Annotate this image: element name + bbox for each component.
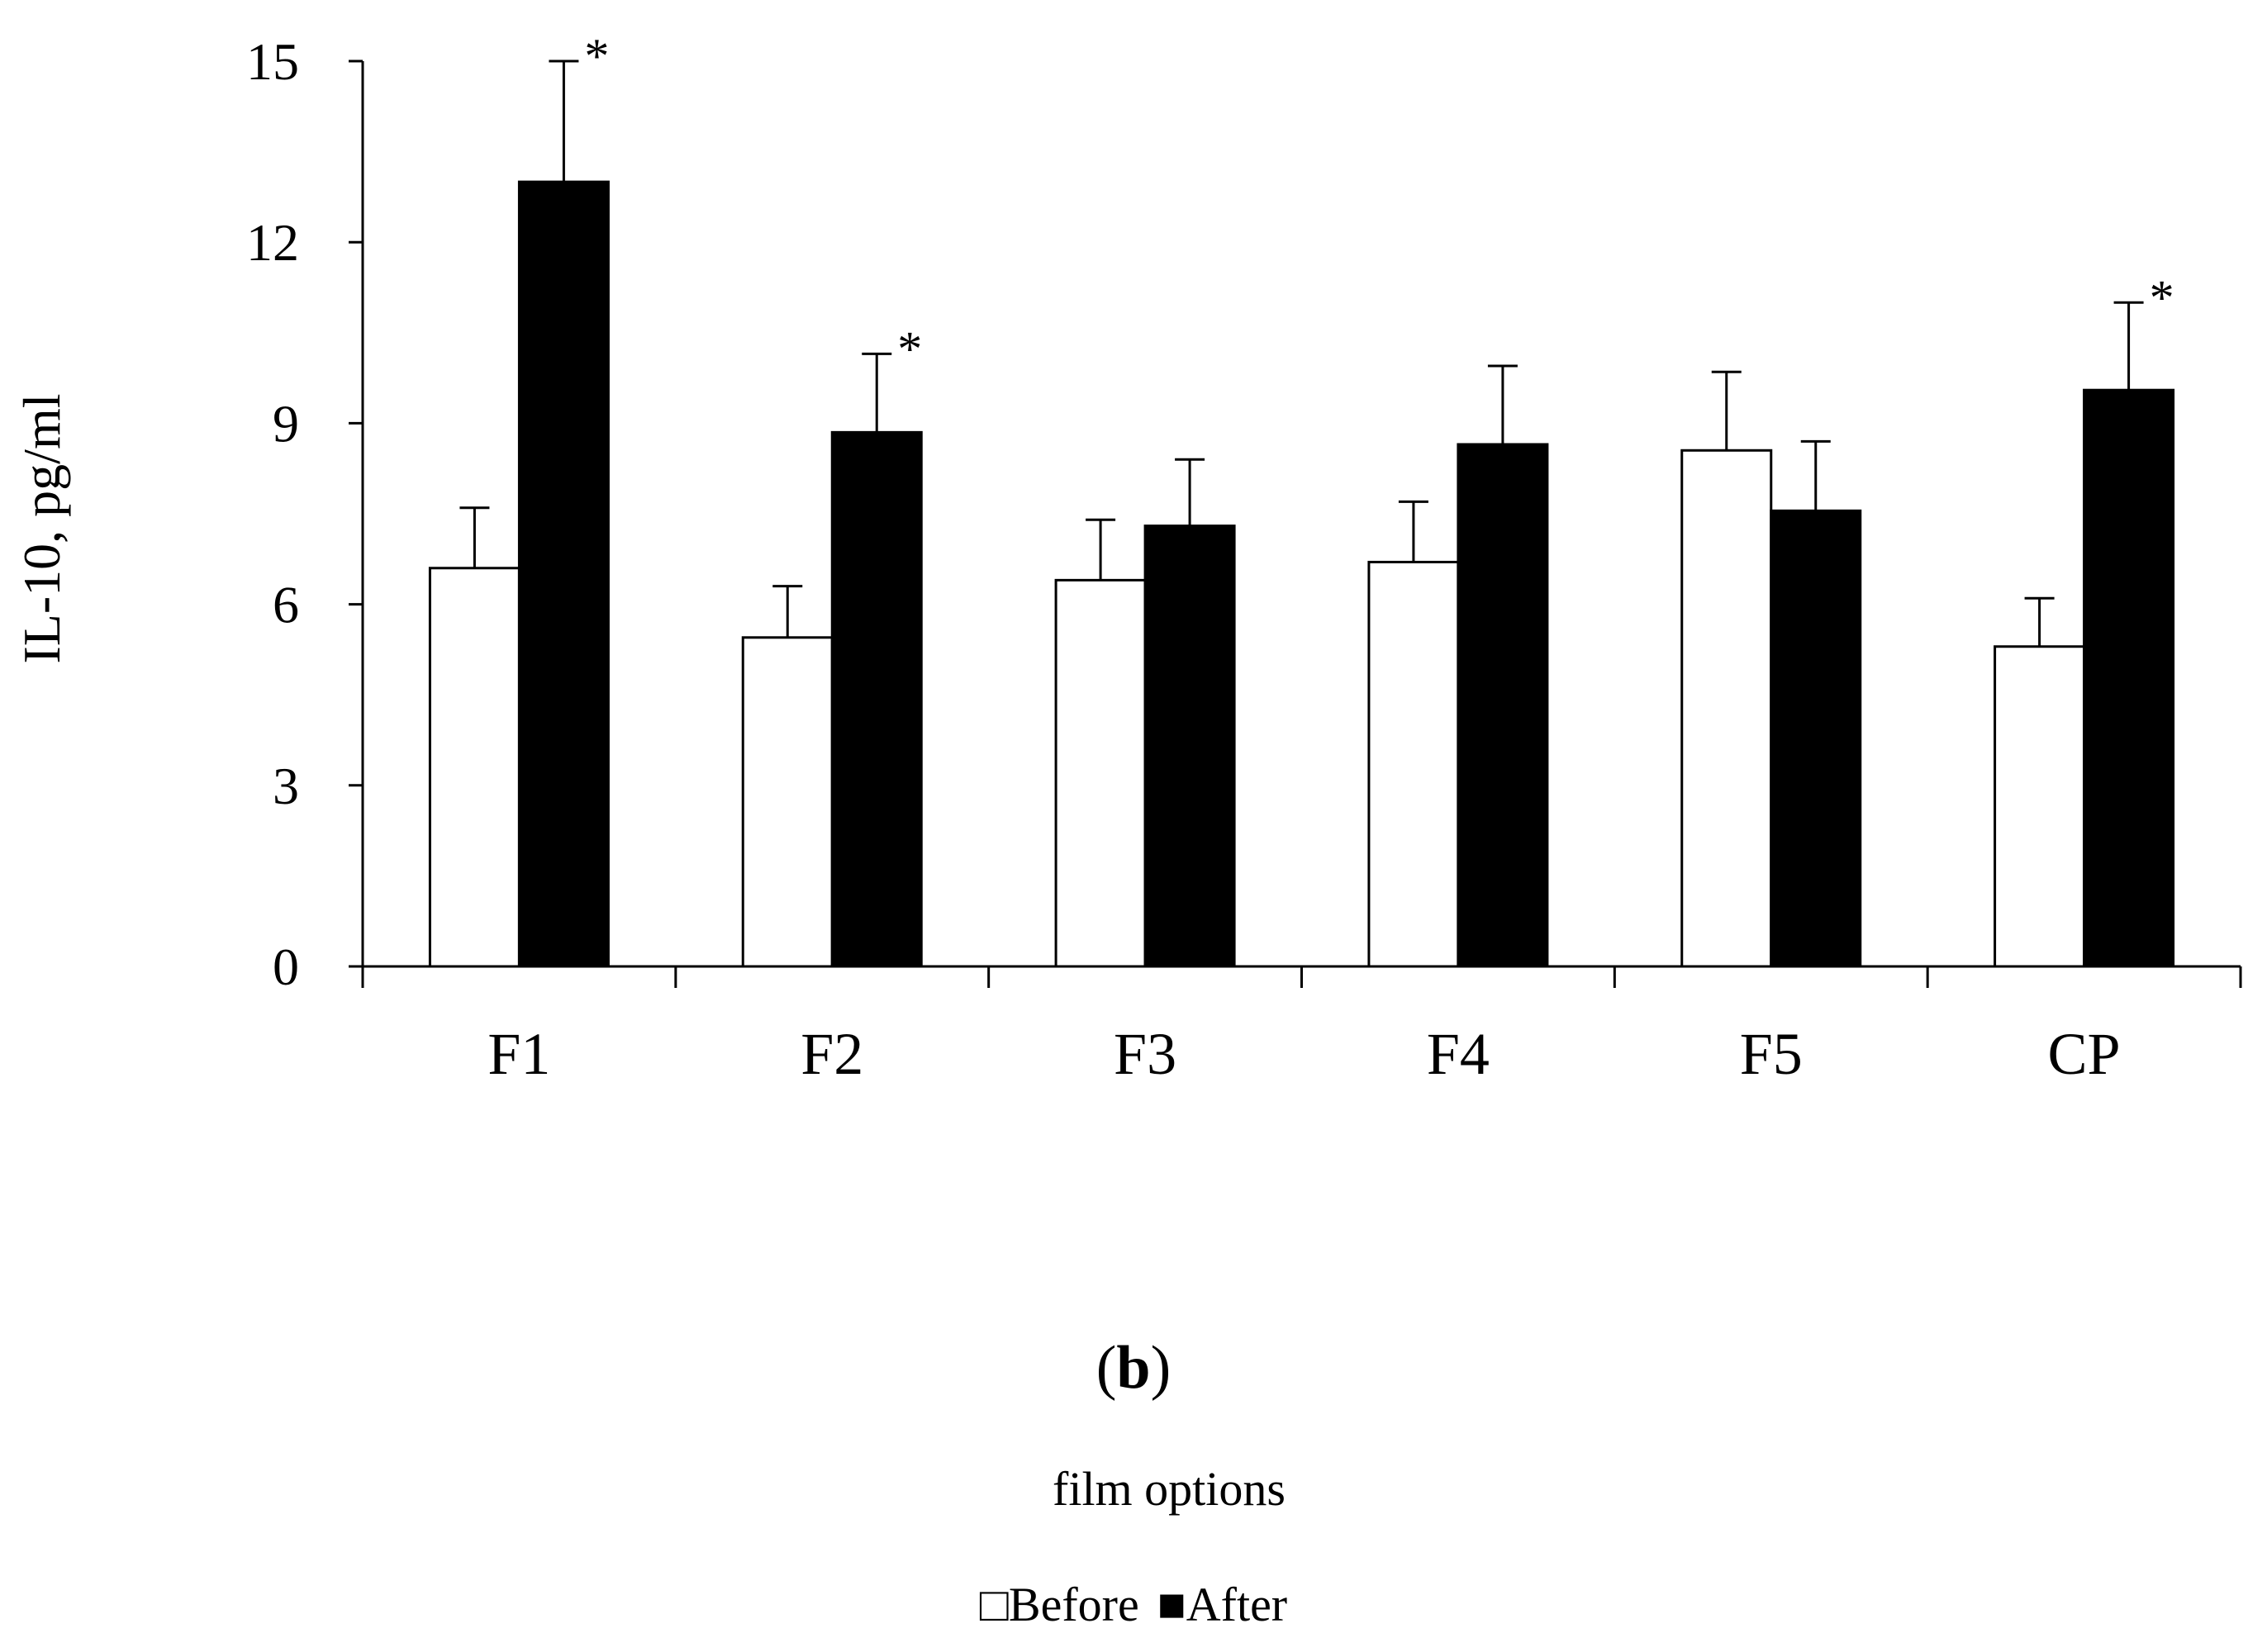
- bar-after-cp: [2084, 390, 2174, 966]
- y-tick-label: 0: [273, 938, 299, 996]
- bar-before-f4: [1369, 562, 1458, 966]
- x-ticks: F1 F2 F3 F4 F5 CP: [363, 966, 2241, 1087]
- y-axis-title: IL-10, pg/ml: [12, 393, 71, 663]
- error-bars: [459, 61, 2143, 647]
- bar-before-f3: [1056, 580, 1145, 966]
- x-tick-label-cp: CP: [2048, 1021, 2121, 1087]
- significance-markers: * * *: [584, 29, 2174, 376]
- y-tick-label: 15: [246, 32, 299, 91]
- x-tick-label-f4: F4: [1427, 1021, 1490, 1087]
- x-axis-title: film options: [1053, 1462, 1286, 1516]
- bars: [430, 182, 2173, 966]
- y-tick-label: 9: [273, 394, 299, 453]
- legend-after: ■After: [1157, 1578, 1287, 1631]
- significance-star-f2: *: [897, 321, 922, 376]
- bar-before-f5: [1682, 450, 1771, 966]
- bar-before-f1: [430, 568, 519, 966]
- axes-layer: [363, 61, 2241, 966]
- panel-label-letter: b: [1116, 1334, 1150, 1402]
- y-ticks: 0 3 6 9 12 15: [246, 32, 363, 996]
- bar-after-f3: [1145, 526, 1234, 966]
- panel-label: (b): [1096, 1334, 1171, 1402]
- x-tick-label-f2: F2: [801, 1021, 863, 1087]
- significance-star-f1: *: [584, 29, 609, 83]
- bar-after-f4: [1458, 444, 1547, 966]
- x-tick-label-f3: F3: [1114, 1021, 1176, 1087]
- significance-star-cp: *: [2150, 270, 2174, 325]
- panel-label-open-paren: (: [1096, 1334, 1117, 1402]
- bar-before-f2: [743, 638, 832, 966]
- panel-label-close-paren: ): [1151, 1334, 1172, 1402]
- il10-bar-chart: 0 3 6 9 12 15 F1 F2 F3 F4 F5 CP * * * IL-10, pg/ml (…: [0, 0, 2267, 1652]
- bar-after-f2: [832, 432, 921, 966]
- y-tick-label: 3: [273, 757, 299, 815]
- bar-after-f5: [1771, 510, 1861, 966]
- bar-after-f1: [519, 182, 608, 966]
- legend: □Before ■After: [980, 1578, 1287, 1631]
- x-tick-label-f5: F5: [1740, 1021, 1803, 1087]
- legend-before: □Before: [980, 1578, 1139, 1631]
- x-tick-label-f1: F1: [487, 1021, 550, 1087]
- y-tick-label: 12: [246, 213, 299, 272]
- bar-before-cp: [1995, 647, 2084, 966]
- y-tick-label: 6: [273, 576, 299, 634]
